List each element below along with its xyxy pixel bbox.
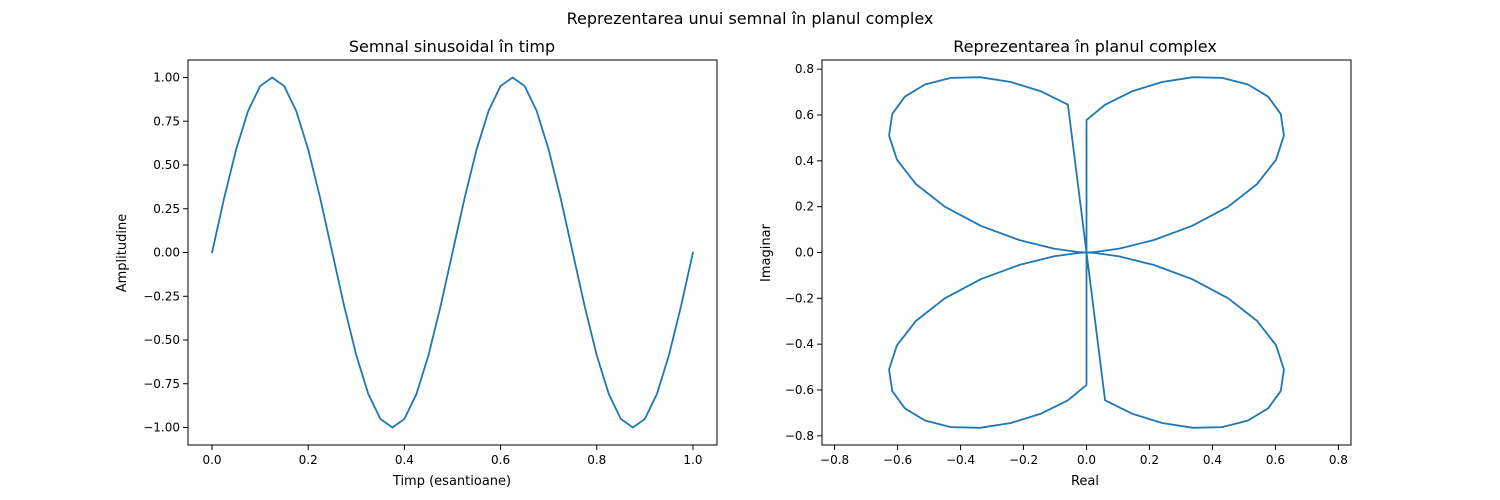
- time-signal-y-tick-label: 0.50: [153, 158, 180, 172]
- complex-plane-axes: Reprezentarea în planul complex Real Ima…: [759, 37, 1352, 489]
- time-signal-y-tick-label: −0.75: [143, 377, 180, 391]
- complex-plane-y-tick-label: 0.6: [795, 108, 814, 122]
- time-signal-axes: Semnal sinusoidal în timp Timp (esantioa…: [115, 37, 718, 489]
- time-signal-y-axis-label: Amplitudine: [115, 214, 130, 292]
- time-signal-y-tick-label: −0.25: [143, 289, 180, 303]
- complex-plane-x-tick-label: 0.0: [1077, 453, 1096, 467]
- complex-plane-x-axis-label: Real: [1071, 474, 1099, 489]
- time-signal-y-tick-label: −1.00: [143, 421, 180, 435]
- time-signal-x-tick-label: 0.2: [299, 453, 318, 467]
- time-signal-x-tick-label: 0.8: [587, 453, 606, 467]
- time-signal-x-tick-label: 0.4: [395, 453, 414, 467]
- time-signal-axes-title: Semnal sinusoidal în timp: [349, 37, 555, 56]
- complex-plane-x-tick-label: 0.6: [1266, 453, 1285, 467]
- time-signal-x-tick-label: 1.0: [683, 453, 702, 467]
- complex-plane-y-tick-label: 0.4: [795, 154, 814, 168]
- complex-plane-x-tick-label: 0.4: [1203, 453, 1222, 467]
- complex-plane-x-tick-label: −0.8: [820, 453, 849, 467]
- time-signal-y-tick-label: 0.75: [153, 114, 180, 128]
- complex-plane-y-tick-label: −0.4: [785, 337, 814, 351]
- time-signal-y-tick-label: 1.00: [153, 71, 180, 85]
- complex-plane-y-axis-label: Imaginar: [759, 223, 774, 282]
- time-signal-x-axis-label: Timp (esantioane): [392, 474, 511, 489]
- complex-plane-series-line-0: [888, 76, 1285, 429]
- time-signal-y-tick-label: 0.00: [153, 246, 180, 260]
- complex-plane-x-tick-label: −0.2: [1009, 453, 1038, 467]
- complex-plane-y-tick-label: 0.0: [795, 246, 814, 260]
- complex-plane-x-tick-label: −0.4: [946, 453, 975, 467]
- figure-suptitle: Reprezentarea unui semnal în planul comp…: [567, 9, 934, 28]
- complex-plane-marks: −0.8 −0.6 −0.4 −0.2 0.0 0.2 0.4 0.6 0.8 −0.8 −0.6 −…: [785, 59, 1352, 467]
- time-signal-series-line-0: [211, 76, 694, 429]
- time-signal-x-tick-label: 0.0: [202, 453, 221, 467]
- complex-plane-x-tick-label: −0.6: [883, 453, 912, 467]
- complex-plane-axes-title: Reprezentarea în planul complex: [953, 37, 1217, 56]
- complex-plane-y-tick-label: 0.8: [795, 62, 814, 76]
- time-signal-y-tick-label: 0.25: [153, 202, 180, 216]
- complex-plane-y-tick-label: −0.8: [785, 429, 814, 443]
- complex-plane-y-tick-label: −0.6: [785, 383, 814, 397]
- complex-plane-x-tick-label: 0.2: [1140, 453, 1159, 467]
- time-signal-x-tick-label: 0.6: [491, 453, 510, 467]
- complex-plane-y-tick-label: 0.2: [795, 200, 814, 214]
- time-signal-marks: 0.0 0.2 0.4 0.6 0.8 1.0 −1.00 −0.75 −0.50 −0.25 0.…: [143, 59, 718, 467]
- complex-plane-x-tick-label: 0.8: [1329, 453, 1348, 467]
- time-signal-y-tick-label: −0.50: [143, 333, 180, 347]
- complex-plane-y-tick-label: −0.2: [785, 291, 814, 305]
